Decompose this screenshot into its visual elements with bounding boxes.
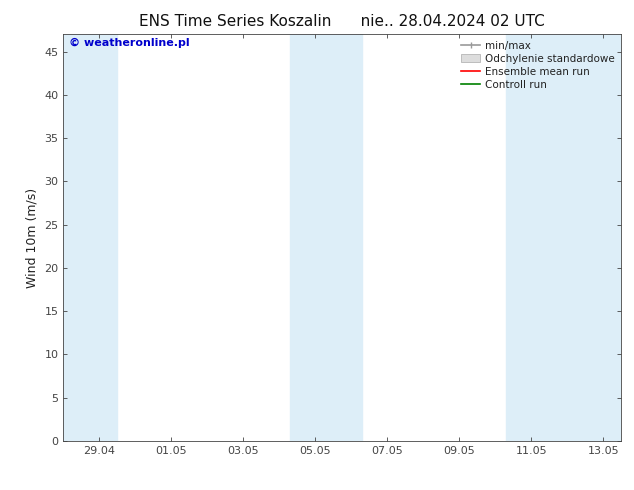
Bar [290,34,362,441]
Y-axis label: Wind 10m (m/s): Wind 10m (m/s) [26,188,39,288]
Legend: min/max, Odchylenie standardowe, Ensemble mean run, Controll run: min/max, Odchylenie standardowe, Ensembl… [457,36,619,94]
Title: ENS Time Series Koszalin      nie.. 28.04.2024 02 UTC: ENS Time Series Koszalin nie.. 28.04.202… [139,14,545,29]
Text: © weatheronline.pl: © weatheronline.pl [69,38,190,49]
Bar [506,34,621,441]
Bar [63,34,117,441]
